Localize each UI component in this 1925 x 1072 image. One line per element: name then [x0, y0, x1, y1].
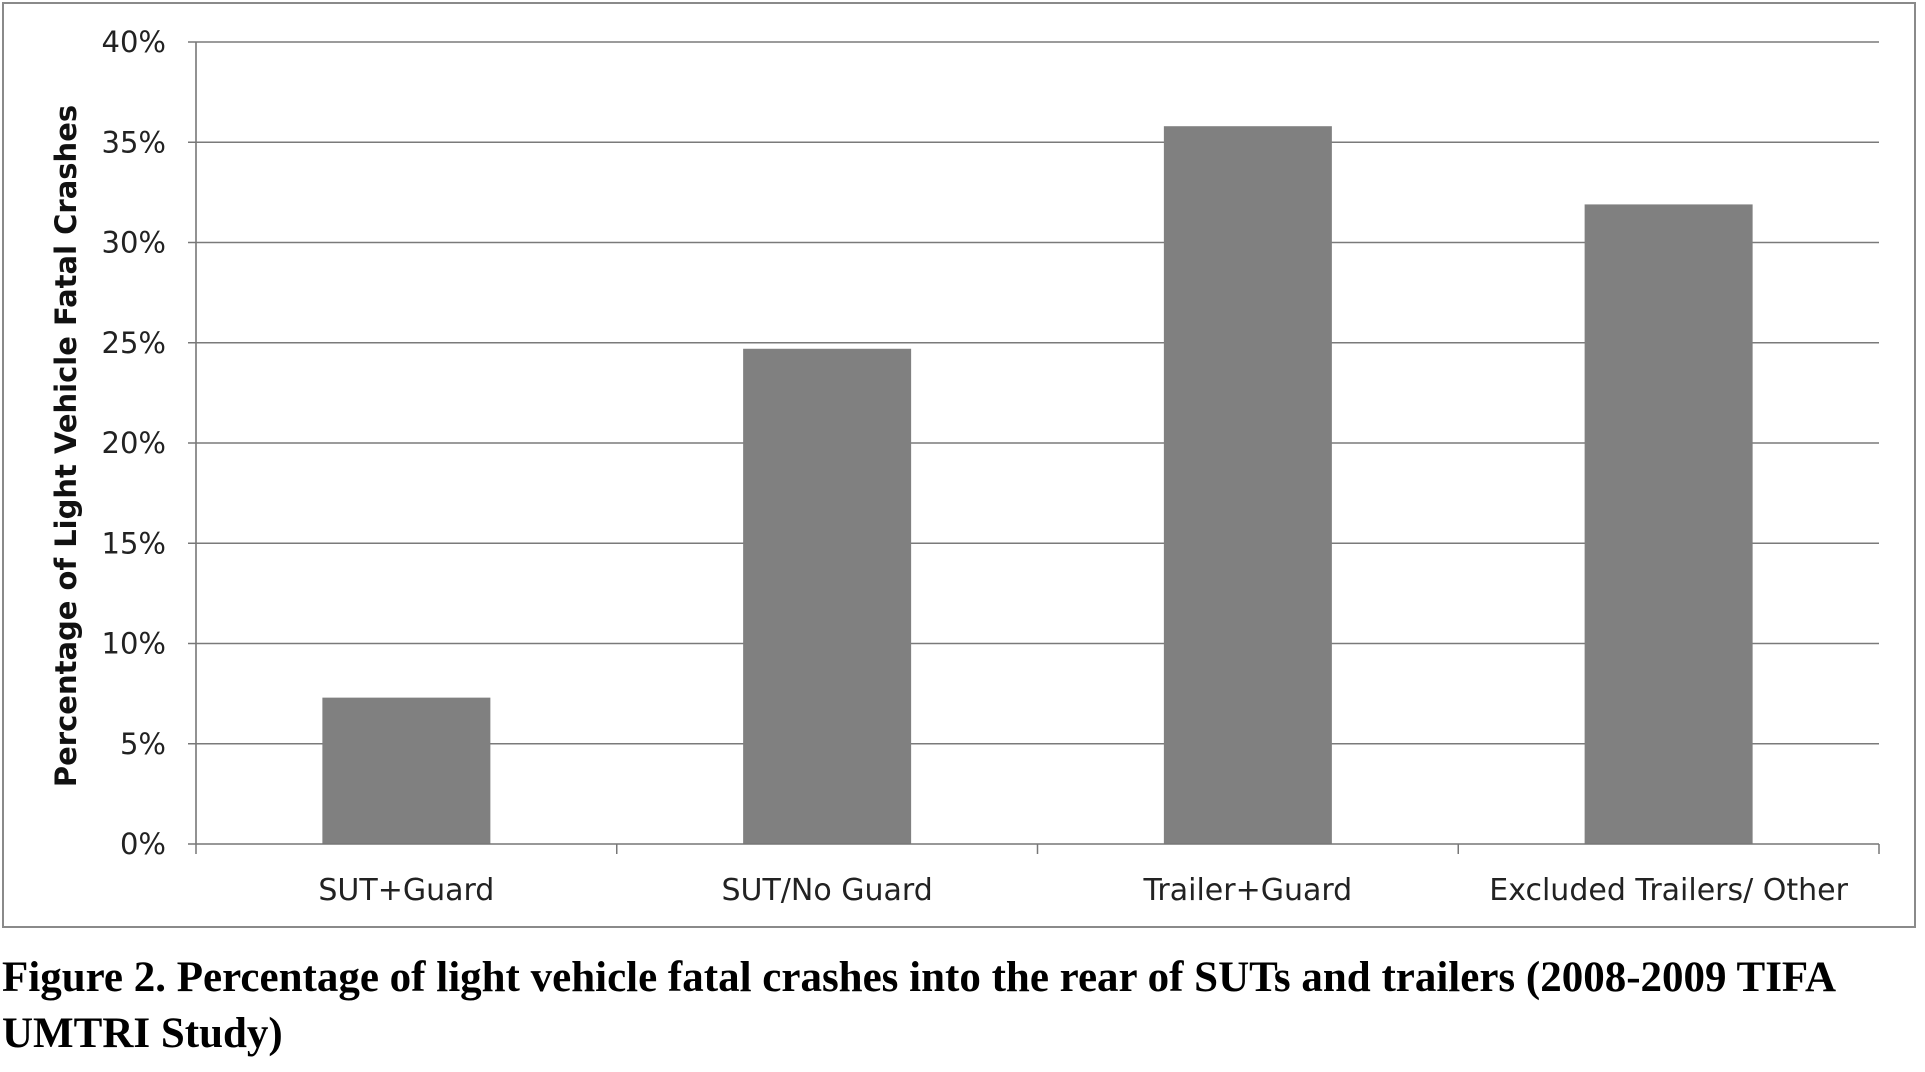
- bar: [743, 348, 912, 844]
- bars: [322, 126, 1753, 844]
- y-tick-label: 20%: [102, 426, 166, 460]
- y-axis-title: Percentage of Light Vehicle Fatal Crashe…: [49, 105, 83, 787]
- x-category-labels: SUT+Guard SUT/No Guard Trailer+Guard Exclud…: [318, 873, 1848, 908]
- x-category-label: SUT+Guard: [318, 873, 494, 908]
- y-tick-label: 35%: [102, 125, 166, 159]
- axes: [188, 41, 1880, 854]
- y-tick-label: 15%: [102, 526, 166, 560]
- bar: [1584, 204, 1753, 844]
- y-tick-label: 25%: [102, 326, 166, 360]
- y-tick-label: 40%: [102, 25, 166, 59]
- figure-caption: Figure 2. Percentage of light vehicle fa…: [2, 954, 1834, 1057]
- chart-frame: 0% 5% 10% 15% 20% 25% 30% 35% 40% SUT+Guard SUT/N…: [2, 2, 1916, 928]
- x-category-label: SUT/No Guard: [721, 873, 932, 908]
- x-category-label: Trailer+Guard: [1143, 873, 1353, 908]
- y-tick-labels: 0% 5% 10% 15% 20% 25% 30% 35% 40%: [102, 25, 166, 861]
- y-tick-label: 5%: [120, 727, 166, 761]
- y-tick-label: 30%: [102, 226, 166, 260]
- bar-chart: 0% 5% 10% 15% 20% 25% 30% 35% 40% SUT+Guard SUT/N…: [49, 25, 1880, 908]
- y-tick-label: 10%: [102, 627, 166, 661]
- y-tick-label: 0%: [120, 827, 166, 861]
- bar: [322, 697, 491, 844]
- x-category-label: Excluded Trailers/ Other: [1489, 873, 1848, 908]
- bar: [1163, 126, 1332, 844]
- gridlines: [196, 41, 1879, 745]
